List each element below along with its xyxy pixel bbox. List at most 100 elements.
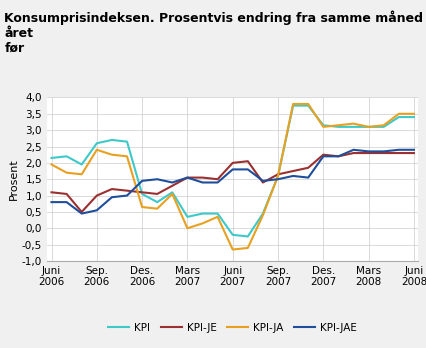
KPI-JAE: [395, 148, 400, 152]
KPI: [230, 233, 235, 237]
KPI-JE: [79, 210, 84, 214]
KPI: [320, 123, 325, 127]
KPI-JAE: [215, 180, 220, 184]
KPI-JAE: [230, 167, 235, 172]
Line: KPI: KPI: [52, 106, 413, 237]
KPI-JAE: [380, 149, 386, 153]
KPI: [215, 212, 220, 216]
KPI: [305, 104, 310, 108]
KPI-JE: [170, 184, 175, 188]
KPI: [170, 190, 175, 195]
KPI-JA: [365, 125, 370, 129]
Y-axis label: Prosent: Prosent: [9, 158, 19, 200]
KPI-JA: [139, 205, 144, 209]
KPI-JE: [365, 151, 370, 155]
KPI-JAE: [139, 179, 144, 183]
KPI-JA: [94, 148, 99, 152]
KPI-JE: [154, 192, 159, 196]
KPI: [365, 125, 370, 129]
KPI-JAE: [124, 193, 129, 198]
KPI-JE: [124, 189, 129, 193]
KPI-JA: [154, 207, 159, 211]
KPI: [290, 104, 295, 108]
KPI-JE: [215, 177, 220, 181]
KPI: [395, 115, 400, 119]
KPI-JA: [260, 213, 265, 217]
KPI-JE: [199, 175, 204, 180]
KPI-JAE: [260, 179, 265, 183]
KPI-JAE: [320, 154, 325, 158]
KPI-JAE: [365, 149, 370, 153]
KPI-JAE: [184, 175, 190, 180]
KPI-JA: [275, 174, 280, 178]
KPI-JAE: [199, 180, 204, 184]
KPI: [410, 115, 415, 119]
KPI-JA: [215, 215, 220, 219]
KPI-JE: [290, 169, 295, 173]
KPI-JAE: [64, 200, 69, 204]
KPI-JA: [245, 246, 250, 250]
KPI-JA: [410, 112, 415, 116]
KPI: [79, 163, 84, 167]
KPI: [245, 235, 250, 239]
Legend: KPI, KPI-JE, KPI-JA, KPI-JAE: KPI, KPI-JE, KPI-JA, KPI-JAE: [104, 318, 360, 337]
KPI: [350, 125, 355, 129]
KPI-JE: [49, 190, 54, 195]
KPI-JAE: [275, 177, 280, 181]
KPI-JA: [109, 152, 114, 157]
KPI-JE: [335, 154, 340, 158]
KPI-JE: [109, 187, 114, 191]
KPI: [124, 140, 129, 144]
KPI: [184, 215, 190, 219]
Line: KPI-JA: KPI-JA: [52, 104, 413, 250]
Text: Konsumprisindeksen. Prosentvis endring fra samme måned året
før: Konsumprisindeksen. Prosentvis endring f…: [4, 10, 422, 55]
KPI-JA: [395, 112, 400, 116]
KPI-JE: [139, 190, 144, 195]
KPI-JE: [380, 151, 386, 155]
KPI-JE: [395, 151, 400, 155]
KPI-JA: [380, 123, 386, 127]
KPI-JE: [350, 151, 355, 155]
KPI-JE: [94, 193, 99, 198]
KPI: [335, 125, 340, 129]
KPI-JAE: [245, 167, 250, 172]
KPI-JA: [290, 102, 295, 106]
KPI-JAE: [170, 180, 175, 184]
KPI-JA: [350, 121, 355, 126]
KPI: [260, 212, 265, 216]
KPI-JA: [320, 125, 325, 129]
KPI-JA: [79, 172, 84, 176]
KPI-JE: [64, 192, 69, 196]
KPI-JA: [170, 192, 175, 196]
KPI-JE: [410, 151, 415, 155]
KPI-JAE: [154, 177, 159, 181]
KPI: [199, 212, 204, 216]
KPI-JE: [275, 172, 280, 176]
KPI-JA: [64, 171, 69, 175]
KPI-JAE: [335, 154, 340, 158]
Line: KPI-JE: KPI-JE: [52, 153, 413, 212]
KPI: [275, 174, 280, 178]
KPI-JA: [49, 163, 54, 167]
KPI: [64, 154, 69, 158]
KPI-JAE: [94, 208, 99, 212]
KPI-JA: [230, 247, 235, 252]
KPI-JA: [305, 102, 310, 106]
KPI-JE: [305, 166, 310, 170]
KPI: [380, 125, 386, 129]
KPI-JAE: [350, 148, 355, 152]
KPI-JA: [199, 221, 204, 226]
KPI: [154, 200, 159, 204]
KPI-JAE: [410, 148, 415, 152]
KPI: [49, 156, 54, 160]
KPI-JAE: [79, 212, 84, 216]
KPI: [109, 138, 114, 142]
KPI-JA: [184, 226, 190, 230]
KPI-JA: [124, 154, 129, 158]
KPI-JAE: [49, 200, 54, 204]
KPI-JA: [335, 123, 340, 127]
KPI-JE: [230, 161, 235, 165]
KPI-JE: [245, 159, 250, 163]
KPI-JAE: [290, 174, 295, 178]
KPI-JAE: [109, 195, 114, 199]
